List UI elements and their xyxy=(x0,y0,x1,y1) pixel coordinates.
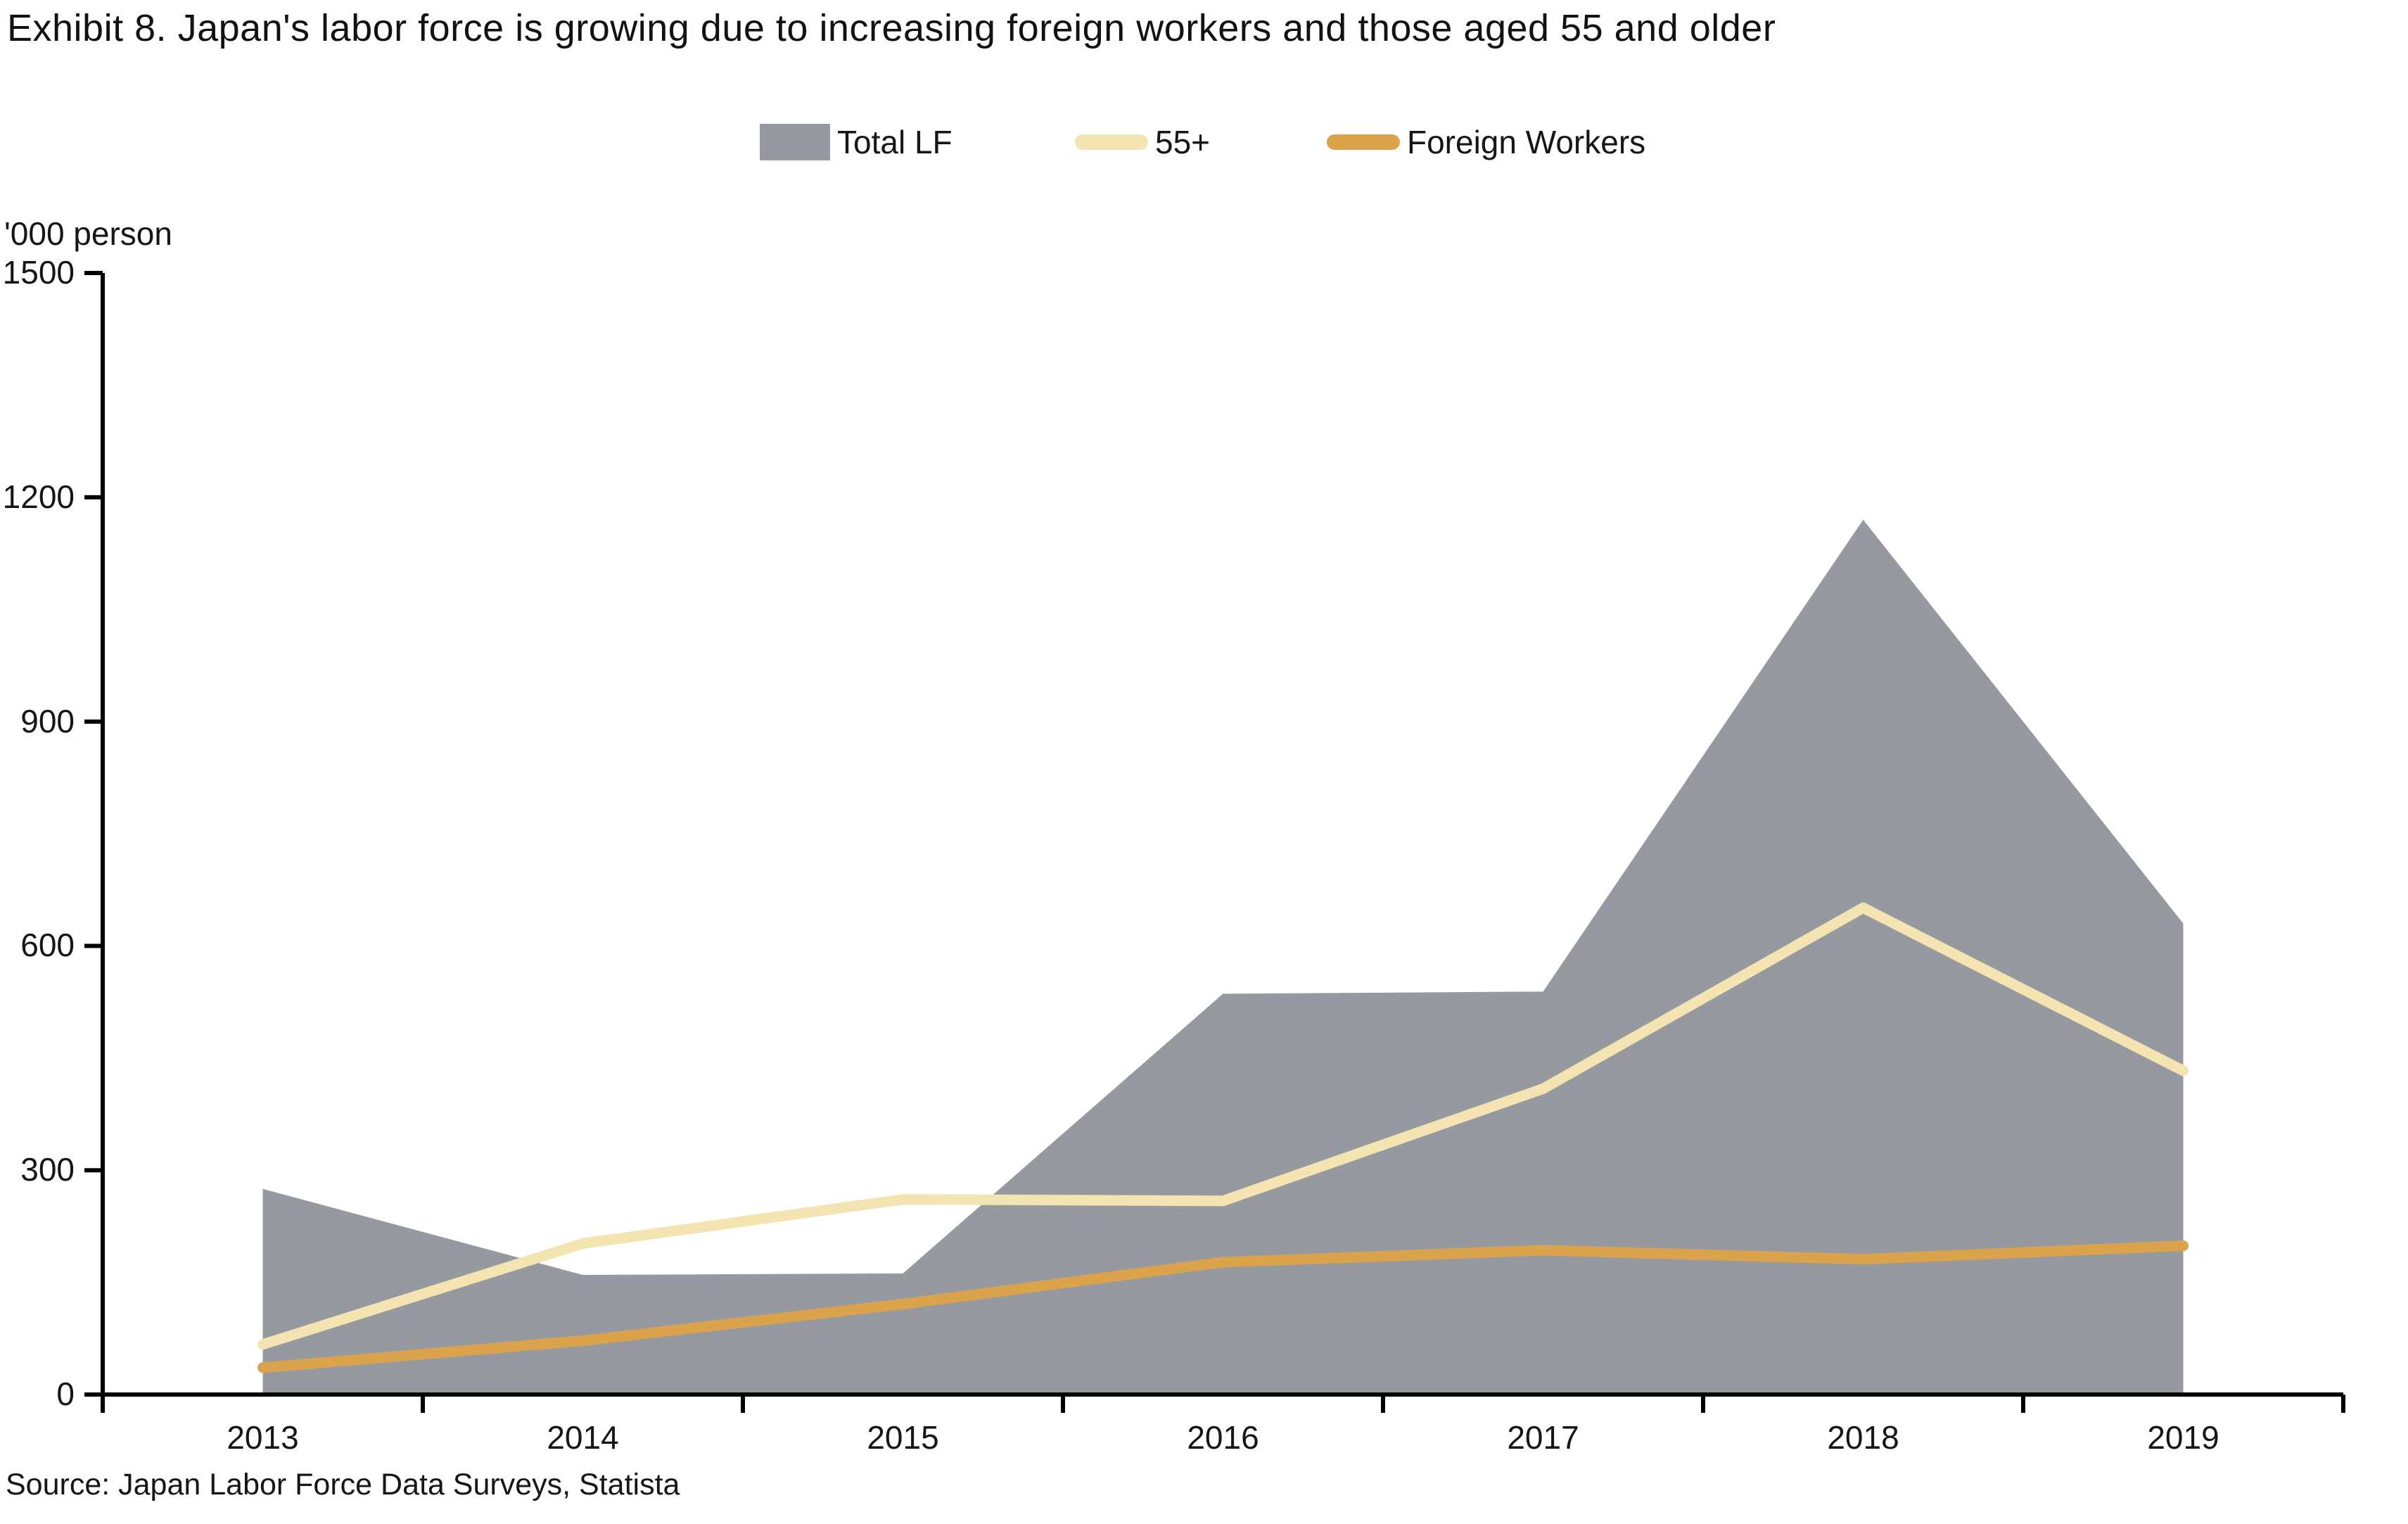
legend-item-55plus: 55+ xyxy=(1075,121,1210,163)
y-axis-unit-label: '000 person xyxy=(4,215,172,252)
y-axis-tick-label: 1200 xyxy=(2,478,75,515)
x-axis-tick-label: 2013 xyxy=(227,1419,299,1456)
y-axis-tick-label: 1500 xyxy=(2,254,75,291)
x-axis-tick-label: 2016 xyxy=(1187,1419,1259,1456)
series-area-total-lf xyxy=(262,519,2184,1395)
series-line-55- xyxy=(257,902,2189,1350)
legend-swatch-55plus xyxy=(1075,134,1148,150)
x-axis-tick-label: 2014 xyxy=(547,1419,619,1456)
series-line-foreign-workers xyxy=(257,1240,2189,1373)
x-axis-tick-label: 2019 xyxy=(2147,1419,2219,1456)
legend-label-foreign-workers: Foreign Workers xyxy=(1407,124,1646,160)
y-axis-tick-label: 300 xyxy=(20,1151,75,1188)
source-note: Source: Japan Labor Force Data Surveys, … xyxy=(6,1468,680,1501)
legend-item-foreign-workers: Foreign Workers xyxy=(1327,121,1645,163)
x-axis-tick-label: 2018 xyxy=(1827,1419,1899,1456)
legend-swatch-foreign-workers xyxy=(1327,134,1400,150)
y-axis-tick-label: 900 xyxy=(20,702,75,739)
y-axis-tick-label: 600 xyxy=(20,927,75,964)
x-axis-tick-label: 2017 xyxy=(1507,1419,1579,1456)
x-axis-tick-label: 2015 xyxy=(867,1419,939,1456)
chart-title: Exhibit 8. Japan's labor force is growin… xyxy=(7,7,1776,49)
legend-label-55plus: 55+ xyxy=(1155,124,1211,160)
axis-lines xyxy=(101,273,2345,1413)
legend-swatch-total-lf xyxy=(760,124,830,160)
legend-item-total-lf: Total LF xyxy=(760,121,953,163)
y-axis-tick-label: 0 xyxy=(56,1376,75,1412)
legend-label-total-lf: Total LF xyxy=(837,124,953,160)
